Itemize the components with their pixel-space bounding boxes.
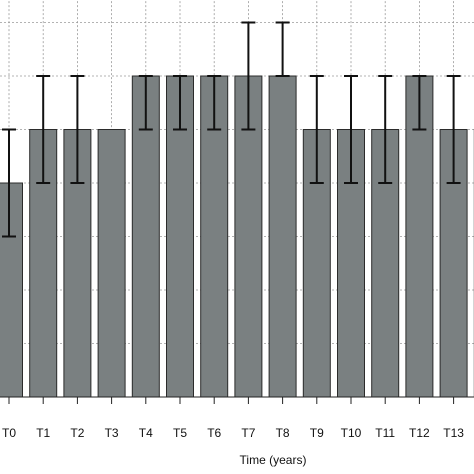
x-tick-label: T13 <box>443 426 464 440</box>
x-tick-label: T0 <box>2 426 16 440</box>
x-tick-label: T12 <box>409 426 430 440</box>
bar <box>268 75 297 398</box>
x-tick-label: T2 <box>70 426 84 440</box>
x-axis-label: Time (years) <box>240 453 307 467</box>
x-tick-label: T4 <box>139 426 153 440</box>
bar <box>97 129 126 398</box>
x-tick-label: T3 <box>105 426 119 440</box>
x-tick-label: T6 <box>207 426 221 440</box>
x-tick-label: T8 <box>276 426 290 440</box>
bars-group <box>0 75 474 398</box>
x-tick-label: T10 <box>341 426 362 440</box>
bar <box>0 182 23 398</box>
error-bars-group <box>2 21 461 238</box>
x-tick-label: T5 <box>173 426 187 440</box>
x-tick-label: T11 <box>375 426 395 440</box>
x-ticks-group: T0 T1 T2 T3 T4 T5 T6 T7 T8 T9 T10 T11 T12 T13 <box>2 397 464 440</box>
x-tick-label: T9 <box>310 426 324 440</box>
x-tick-label: T1 <box>36 426 50 440</box>
x-tick-label: T7 <box>241 426 255 440</box>
